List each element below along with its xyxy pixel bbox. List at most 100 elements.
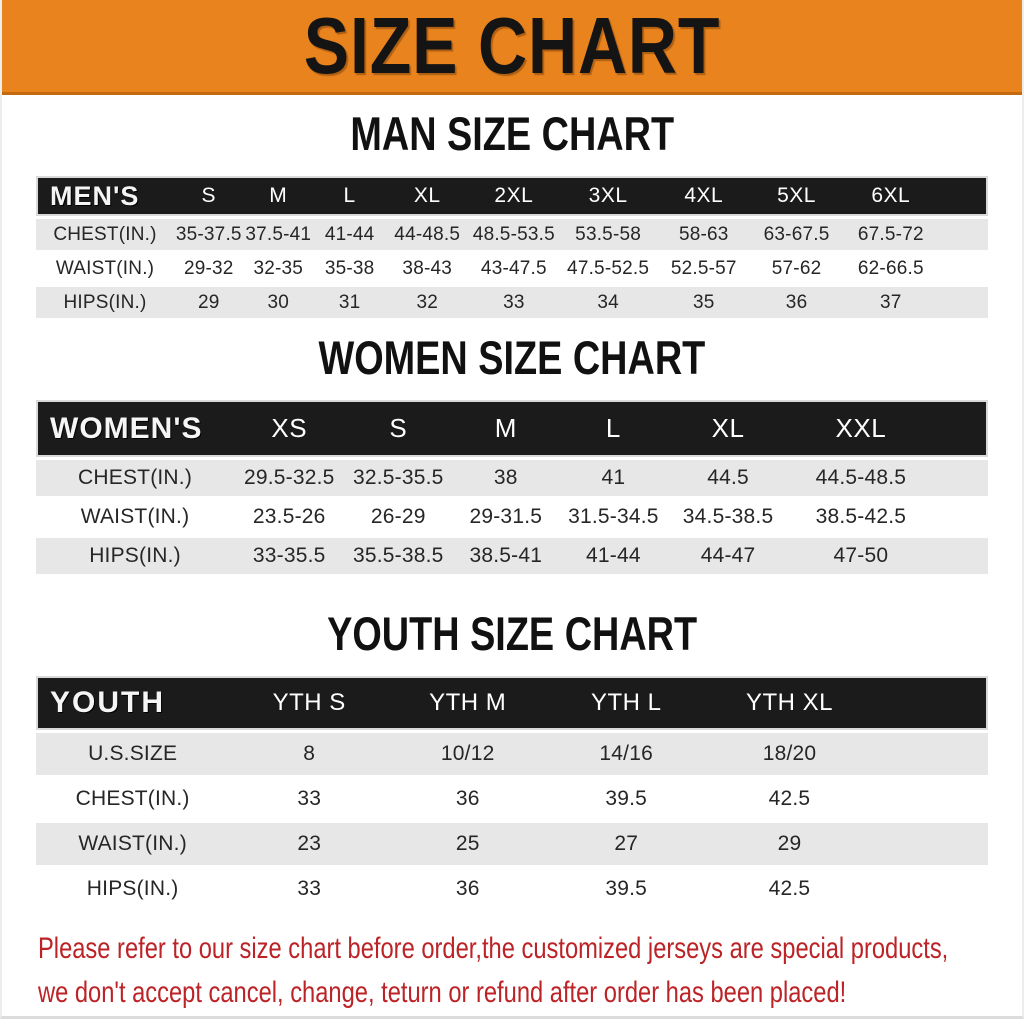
men-value-cell: 37 [842,287,940,318]
youth-value-cell: 42.5 [706,868,873,910]
men-value-cell: 62-66.5 [842,253,940,284]
men-header-size-m: M [243,176,313,216]
women-value-cell: 44-47 [667,538,789,574]
women-size-table: WOMEN'S XS S M L XL XXL CHEST(IN.) 29.5-32.5 32.5… [36,397,988,577]
men-value-cell: 38-43 [386,253,469,284]
women-value-cell: 41-44 [559,538,668,574]
women-header-size-s: S [344,400,453,457]
women-value-cell: 41 [559,460,668,496]
women-filler-cell [932,499,988,535]
men-filler-cell [939,287,988,318]
men-value-cell: 32-35 [243,253,313,284]
youth-header-filler [872,676,988,730]
men-value-cell: 63-67.5 [750,219,843,250]
men-value-cell: 36 [750,287,843,318]
women-value-cell: 44.5 [667,460,789,496]
women-row-hips-in.-: HIPS(IN.) 33-35.5 35.5-38.5 38.5-41 41-44 44-… [36,538,988,574]
banner-title: SIZE CHART [303,1,721,90]
order-disclaimer-note: Please refer to our size chart before or… [38,927,1022,1015]
youth-row-chest-in.-: CHEST(IN.) 33 36 39.5 42.5 [36,778,988,820]
men-row-label-cell: CHEST(IN.) [36,219,175,250]
youth-value-cell: 10/12 [389,733,547,775]
section-women-size-chart: WOMEN SIZE CHART WOMEN'S XS S M L XL XXL CHEST(… [2,333,1022,577]
women-value-cell: 31.5-34.5 [559,499,668,535]
men-value-cell: 43-47.5 [468,253,560,284]
men-value-cell: 48.5-53.5 [468,219,560,250]
youth-value-cell: 27 [546,823,707,865]
men-row-waist-in.-: WAIST(IN.) 29-32 32-35 35-38 38-43 43-47.5 47.… [36,253,988,284]
men-header-row: MEN'S S M L XL 2XL 3XL 4XL 5XL 6XL [36,176,988,216]
youth-row-label-cell: U.S.SIZE [36,733,230,775]
men-row-label-cell: WAIST(IN.) [36,253,175,284]
youth-header-row: YOUTH YTH S YTH M YTH L YTH XL [36,676,988,730]
youth-filler-cell [872,778,988,820]
men-header-size-3xl: 3XL [559,176,657,216]
men-row-chest-in.-: CHEST(IN.) 35-37.5 37.5-41 41-44 44-48.5 48.5… [36,219,988,250]
women-value-cell: 29-31.5 [452,499,560,535]
youth-value-cell: 25 [389,823,547,865]
man-size-chart-heading: MAN SIZE CHART [2,109,1022,161]
women-row-waist-in.-: WAIST(IN.) 23.5-26 26-29 29-31.5 31.5-34.5 34… [36,499,988,535]
men-value-cell: 53.5-58 [559,219,657,250]
men-value-cell: 57-62 [750,253,843,284]
youth-value-cell: 29 [706,823,873,865]
men-value-cell: 32 [386,287,469,318]
youth-row-u.s.size: U.S.SIZE 8 10/12 14/16 18/20 [36,733,988,775]
men-value-cell: 33 [468,287,560,318]
men-filler-cell [939,219,988,250]
women-filler-cell [932,538,988,574]
women-value-cell: 32.5-35.5 [344,460,453,496]
youth-value-cell: 36 [389,778,547,820]
men-header-label: MEN'S [36,176,175,216]
women-header-row: WOMEN'S XS S M L XL XXL [36,400,988,457]
women-header-label: WOMEN'S [36,400,235,457]
youth-size-table: YOUTH YTH S YTH M YTH L YTH XL U.S.SIZE 8 10/12… [36,673,988,913]
men-header-size-5xl: 5XL [750,176,843,216]
note-line-2: we don't accept cancel, change, teturn o… [38,976,847,1009]
youth-filler-cell [872,733,988,775]
note-line-1: Please refer to our size chart before or… [38,932,949,965]
youth-value-cell: 33 [229,868,390,910]
women-value-cell: 35.5-38.5 [344,538,453,574]
youth-header-size-yth-l: YTH L [546,676,707,730]
men-row-label-cell: HIPS(IN.) [36,287,175,318]
men-value-cell: 35-38 [313,253,387,284]
youth-header-label: YOUTH [36,676,230,730]
men-header-size-s: S [174,176,244,216]
women-header-size-m: M [452,400,560,457]
men-header-size-4xl: 4XL [656,176,751,216]
youth-row-label-cell: WAIST(IN.) [36,823,230,865]
men-header-size-6xl: 6XL [842,176,940,216]
men-value-cell: 37.5-41 [243,219,313,250]
men-row-hips-in.-: HIPS(IN.) 29 30 31 32 33 34 35 36 37 [36,287,988,318]
youth-size-chart-heading: YOUTH SIZE CHART [2,608,1022,661]
men-value-cell: 30 [243,287,313,318]
women-value-cell: 38.5-42.5 [788,499,933,535]
youth-value-cell: 39.5 [546,868,707,910]
women-value-cell: 29.5-32.5 [234,460,345,496]
women-header-size-xs: XS [234,400,345,457]
youth-row-label-cell: CHEST(IN.) [36,778,230,820]
youth-value-cell: 36 [389,868,547,910]
size-chart-banner: SIZE CHART [2,0,1022,95]
youth-header-size-yth-m: YTH M [389,676,547,730]
youth-filler-cell [872,868,988,910]
men-value-cell: 35 [656,287,751,318]
youth-value-cell: 8 [229,733,390,775]
women-value-cell: 47-50 [788,538,933,574]
youth-row-label-cell: HIPS(IN.) [36,868,230,910]
men-header-size-xl: XL [386,176,469,216]
women-header-filler [932,400,988,457]
women-row-label-cell: WAIST(IN.) [36,499,235,535]
men-header-filler [939,176,988,216]
women-value-cell: 38 [452,460,560,496]
men-value-cell: 29 [174,287,244,318]
women-filler-cell [932,460,988,496]
men-value-cell: 58-63 [656,219,751,250]
youth-value-cell: 39.5 [546,778,707,820]
men-value-cell: 67.5-72 [842,219,940,250]
youth-value-cell: 23 [229,823,390,865]
youth-size-chart-heading-text: YOUTH SIZE CHART [326,608,697,661]
women-header-size-xxl: XXL [788,400,933,457]
